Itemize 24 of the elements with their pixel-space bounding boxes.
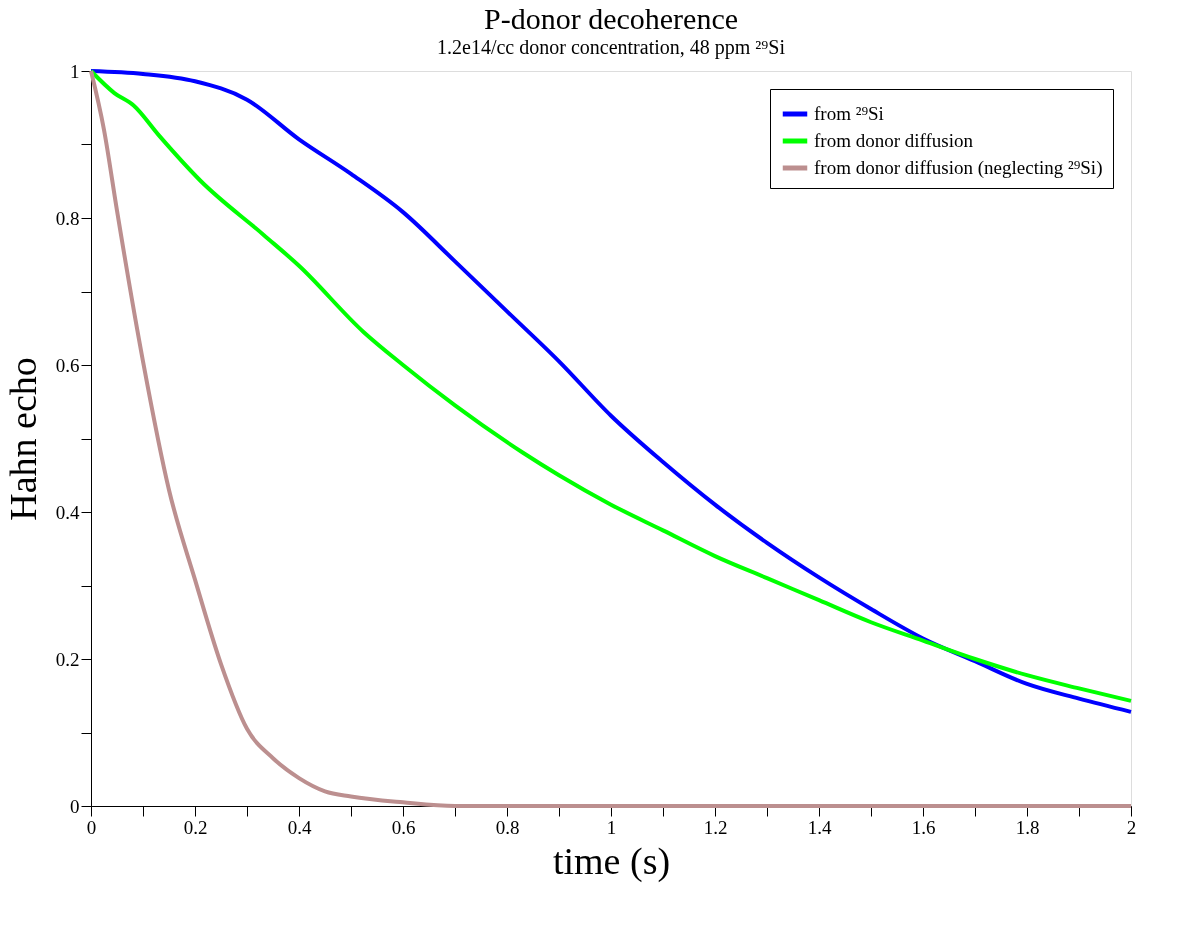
y-tick-label: 0.6 <box>55 354 80 376</box>
y-tick-label: 0.4 <box>55 501 80 523</box>
x-axis-title: time (s) <box>552 839 671 883</box>
x-tick-label: 0.4 <box>287 816 312 838</box>
legend-label: from donor diffusion <box>814 130 974 151</box>
x-tick-label: 1 <box>606 816 617 838</box>
x-tick-label: 1.8 <box>1015 816 1040 838</box>
x-tick-label: 2 <box>1126 816 1137 838</box>
chart-subtitle: 1.2e14/cc donor concentration, 48 ppm ²⁹Si <box>437 36 786 59</box>
x-tick-label: 1.2 <box>703 816 728 838</box>
x-tick-label: 0.6 <box>391 816 416 838</box>
x-tick-label: 1.6 <box>911 816 936 838</box>
y-tick-label: 0 <box>70 795 80 817</box>
legend-label: from ²⁹Si <box>814 103 884 124</box>
y-tick-label: 0.2 <box>55 648 80 670</box>
y-tick-label: 1 <box>70 60 80 82</box>
x-tick-label: 0.8 <box>495 816 520 838</box>
chart-title: P-donor decoherence <box>483 2 739 35</box>
legend-label: from donor diffusion (neglecting ²⁹Si) <box>814 157 1103 179</box>
x-tick-label: 0 <box>86 816 97 838</box>
x-tick-label: 0.2 <box>183 816 208 838</box>
x-tick-label: 1.4 <box>807 816 832 838</box>
y-axis-title: Hahn echo <box>1 357 44 521</box>
y-tick-label: 0.8 <box>55 207 80 229</box>
